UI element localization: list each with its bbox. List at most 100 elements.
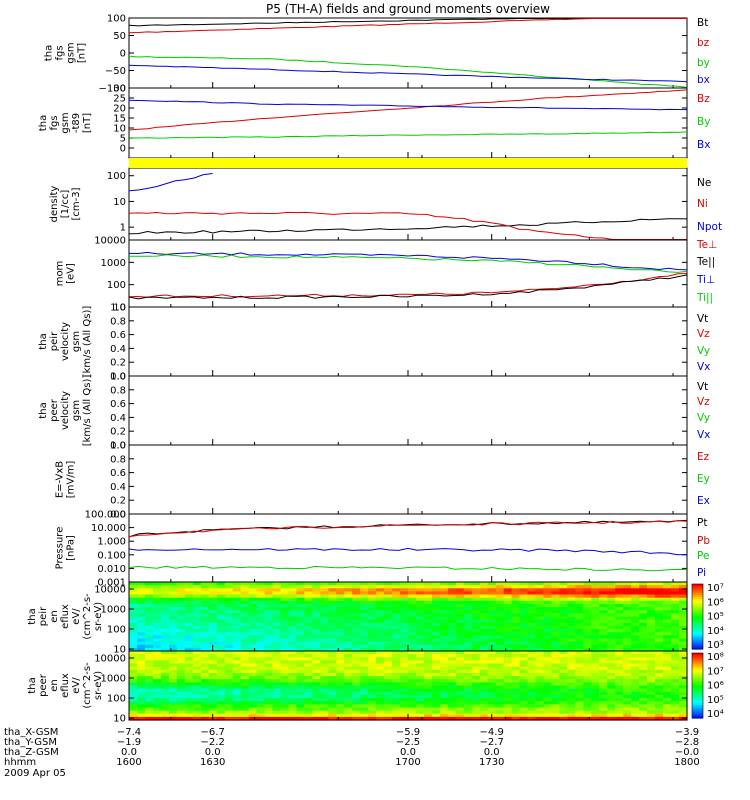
heatmap-cell — [208, 607, 218, 611]
heatmap-cell — [599, 594, 608, 599]
heatmap-cell — [591, 585, 600, 589]
heatmap-cell — [144, 597, 154, 602]
heatmap-cell — [607, 597, 616, 602]
colorbar-tick: 10³ — [707, 640, 724, 651]
heatmap-cell — [392, 651, 401, 655]
heatmap-cell — [248, 679, 258, 683]
heatmap-cell — [224, 688, 234, 693]
heatmap-cell — [216, 616, 226, 621]
heatmap-cell — [304, 632, 313, 636]
heatmap-cell — [208, 704, 218, 708]
heatmap-cell — [344, 713, 353, 718]
heatmap-cell — [439, 594, 449, 599]
heatmap-cell — [168, 629, 178, 633]
heatmap-cell — [423, 607, 433, 611]
heatmap-cell — [352, 663, 361, 668]
heatmap-cell — [575, 635, 584, 639]
heatmap-cell — [639, 638, 648, 643]
y-axis-label: thapeirvelocitygsm[km/s (All Qs)] — [38, 306, 93, 378]
heatmap-cell — [479, 710, 489, 715]
heatmap-cell — [200, 594, 210, 599]
heatmap-cell — [280, 651, 290, 655]
heatmap-cell — [360, 638, 369, 643]
heatmap-cell — [368, 716, 377, 721]
heatmap-cell — [144, 657, 154, 661]
heatmap-cell — [639, 685, 648, 690]
heatmap-cell — [431, 619, 441, 624]
heatmap-cell — [137, 591, 146, 596]
heatmap-cell — [272, 673, 282, 677]
heatmap-cell — [671, 622, 680, 627]
heatmap-cell — [176, 600, 186, 605]
heatmap-cell — [551, 691, 561, 696]
heatmap-cell — [144, 619, 154, 624]
heatmap-cell — [487, 666, 497, 671]
legend-entry: Ti|| — [696, 292, 713, 304]
heatmap-cell — [615, 641, 624, 646]
heatmap-cell — [551, 585, 561, 589]
heatmap-cell — [352, 666, 361, 671]
heatmap-cell — [503, 635, 513, 639]
heatmap-cell — [431, 594, 441, 599]
heatmap-cell — [431, 588, 441, 592]
heatmap-cell — [168, 707, 178, 712]
heatmap-cell — [232, 629, 242, 633]
heatmap-cell — [376, 679, 385, 683]
heatmap-cell — [431, 698, 441, 702]
heatmap-cell — [455, 647, 465, 652]
heatmap-cell — [400, 616, 409, 621]
heatmap-cell — [535, 582, 545, 586]
heatmap-cell — [503, 594, 513, 599]
heatmap-cell — [264, 716, 274, 721]
heatmap-cell — [416, 685, 425, 690]
heatmap-cell — [280, 607, 290, 611]
heatmap-cell — [129, 600, 138, 605]
heatmap-cell — [320, 625, 329, 630]
heatmap-cell — [144, 585, 154, 589]
heatmap-cell — [455, 607, 465, 611]
heatmap-cell — [129, 669, 138, 674]
heatmap-cell — [392, 607, 401, 611]
heatmap-cell — [352, 607, 361, 611]
heatmap-cell — [471, 688, 481, 693]
heatmap-cell — [503, 647, 513, 652]
heatmap-cell — [256, 607, 266, 611]
heatmap-cell — [671, 582, 680, 586]
heatmap-cell — [304, 644, 313, 649]
y-tick-label: 100 — [107, 14, 126, 25]
heatmap-cell — [296, 654, 305, 658]
heatmap-cell — [216, 666, 226, 671]
heatmap-cell — [495, 704, 505, 708]
heatmap-cell — [423, 707, 433, 712]
heatmap-cell — [519, 654, 529, 658]
heatmap-cell — [272, 625, 282, 630]
heatmap-cell — [344, 610, 353, 614]
heatmap-cell — [607, 632, 616, 636]
heatmap-cell — [137, 682, 146, 687]
heatmap-cell — [543, 610, 553, 614]
heatmap-cell — [439, 673, 449, 677]
heatmap-cell — [264, 644, 274, 649]
colorbar-step — [692, 633, 703, 637]
colorbar-step — [692, 668, 703, 671]
heatmap-cell — [535, 691, 545, 696]
heatmap-cell — [368, 669, 377, 674]
heatmap-cell — [455, 619, 465, 624]
heatmap-cell — [384, 651, 393, 655]
heatmap-cell — [423, 713, 433, 718]
heatmap-cell — [320, 669, 329, 674]
heatmap-cell — [663, 582, 672, 586]
heatmap-cell — [280, 663, 290, 668]
heatmap-cell — [200, 610, 210, 614]
heatmap-cell — [368, 629, 377, 633]
heatmap-cell — [232, 594, 242, 599]
heatmap-cell — [320, 707, 329, 712]
heatmap-cell — [152, 679, 162, 683]
heatmap-cell — [519, 669, 529, 674]
heatmap-cell — [344, 654, 353, 658]
heatmap-cell — [575, 694, 584, 699]
heatmap-cell — [583, 688, 592, 693]
heatmap-cell — [455, 676, 465, 680]
heatmap-cell — [304, 597, 313, 602]
heatmap-cell — [304, 635, 313, 639]
